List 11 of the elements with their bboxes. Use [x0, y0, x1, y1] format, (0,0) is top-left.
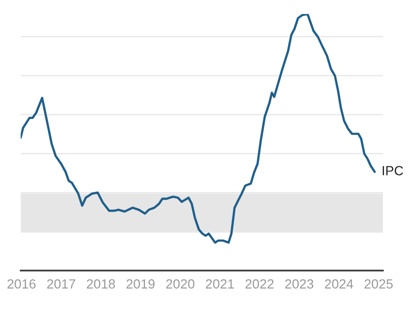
x-tick-label: 2018 — [86, 279, 115, 289]
x-tick-label: 2020 — [166, 279, 194, 289]
x-tick-label: 2025 — [364, 279, 393, 289]
x-tick-label: 2022 — [246, 279, 274, 289]
x-tick-label: 2017 — [47, 279, 76, 289]
series-label: IPC — [382, 166, 404, 176]
x-tick-label: 2023 — [285, 279, 314, 289]
x-tick-label: 2024 — [324, 279, 354, 289]
x-tick-label: 2016 — [7, 279, 36, 289]
x-tick-label: 2021 — [206, 279, 234, 289]
x-tick-label: 2019 — [126, 279, 155, 289]
